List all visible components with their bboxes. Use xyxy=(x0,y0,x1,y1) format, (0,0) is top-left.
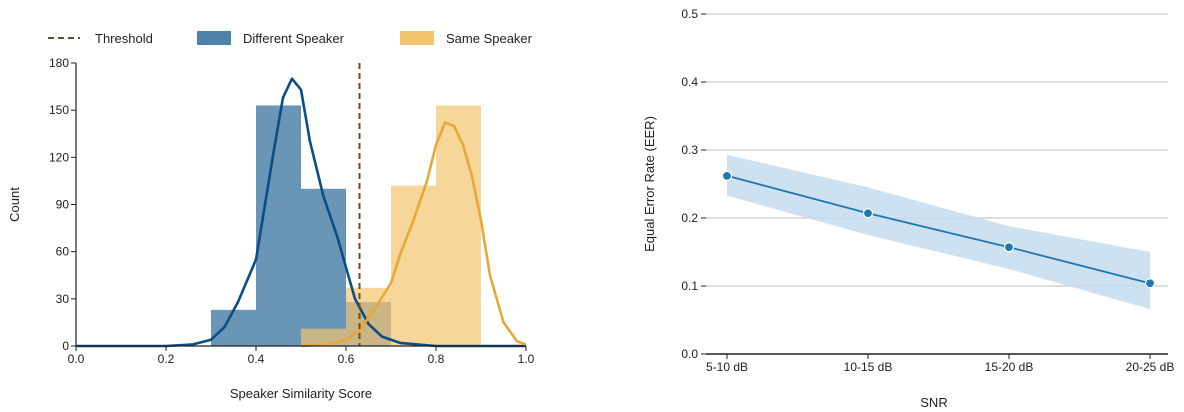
y-tick-label: 0.2 xyxy=(681,211,698,225)
y-tick-label: 90 xyxy=(56,198,70,212)
x-tick-label: 0.2 xyxy=(158,352,175,366)
x-tick-label: 0.6 xyxy=(338,352,355,366)
data-point xyxy=(1003,242,1015,253)
histogram-bar xyxy=(436,105,481,346)
y-tick-label: 0.4 xyxy=(681,75,698,89)
histogram-bar xyxy=(391,185,436,346)
y-axis-title: Count xyxy=(7,187,22,222)
y-tick-label: 0.0 xyxy=(681,347,698,361)
data-point xyxy=(862,208,874,219)
x-tick-label: 0.0 xyxy=(68,352,85,366)
x-tick-label: 20-25 dB xyxy=(1126,360,1175,374)
y-tick-label: 0.1 xyxy=(681,279,698,293)
legend-same-swatch xyxy=(400,31,434,45)
kde-curve xyxy=(76,77,526,348)
y-tick-label: 0 xyxy=(62,339,69,353)
data-point xyxy=(721,170,733,181)
x-tick-label: 0.8 xyxy=(428,352,445,366)
data-point xyxy=(1144,278,1156,289)
legend: Threshold Different Speaker Same Speaker xyxy=(48,31,533,46)
legend-different-label: Different Speaker xyxy=(243,31,345,46)
x-tick-label: 10-15 dB xyxy=(844,360,893,374)
confidence-band xyxy=(727,154,1150,310)
x-tick-label: 0.4 xyxy=(248,352,265,366)
x-axis-title: Speaker Similarity Score xyxy=(230,386,372,401)
eer-line xyxy=(726,174,1151,285)
x-tick-label: 5-10 dB xyxy=(706,360,748,374)
legend-same-label: Same Speaker xyxy=(446,31,533,46)
x-tick-label: 15-20 dB xyxy=(985,360,1034,374)
eer-line-chart: 0.0 0.1 0.2 0.3 0.4 0.5 5-10 dB 10-15 dB 15-20 d… xyxy=(642,7,1174,410)
similarity-histogram: 0.0 0.2 0.4 0.6 0.8 1.0 0 30 60 90 120 150 180 Speake… xyxy=(7,31,535,401)
y-tick-label: 60 xyxy=(56,245,70,259)
x-tick-label: 1.0 xyxy=(518,352,535,366)
legend-threshold-label: Threshold xyxy=(95,31,153,46)
y-tick-label: 0.5 xyxy=(681,7,698,21)
histogram-bar xyxy=(256,105,301,346)
histogram-bar xyxy=(211,309,256,346)
y-tick-label: 0.3 xyxy=(681,143,698,157)
y-axis-title: Equal Error Rate (EER) xyxy=(642,116,657,252)
y-tick-label: 180 xyxy=(49,56,69,70)
histogram-bar xyxy=(301,188,346,346)
x-axis-title: SNR xyxy=(920,395,947,410)
legend-different-swatch xyxy=(197,31,231,45)
y-tick-label: 150 xyxy=(49,103,69,117)
y-tick-label: 30 xyxy=(56,292,70,306)
kde-curve xyxy=(300,121,527,348)
y-tick-label: 120 xyxy=(49,150,69,164)
